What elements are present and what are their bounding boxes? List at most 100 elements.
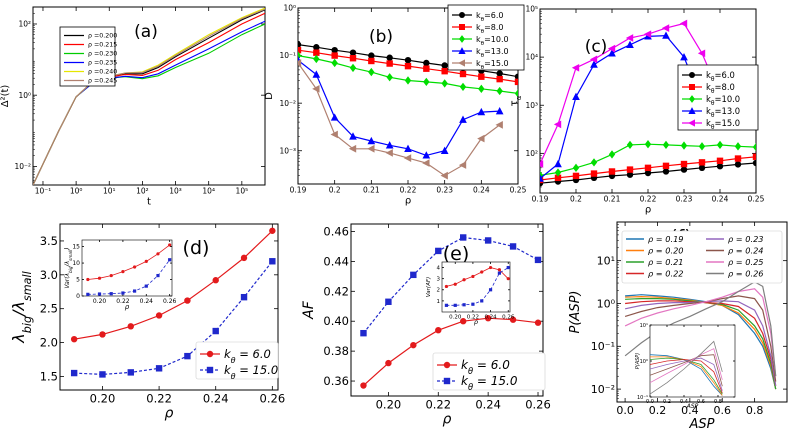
panel-b-xlabel: ρ <box>405 196 411 207</box>
panel-b-legend-marker <box>458 47 466 54</box>
panel-b-series-4-point <box>440 171 448 180</box>
panel-a-plot <box>33 7 265 185</box>
panel-f-inset-xtick-label: 0.0 <box>646 399 654 405</box>
panel-f-xtick-label: 0.4 <box>681 404 699 417</box>
panel-b-series-2-point <box>313 54 320 64</box>
panel-b-series-0-point <box>404 56 412 64</box>
panel-e-inset: 0.20 0.22 0.24 0.26 1 2 3 4 ρ Var(AF) <box>426 261 515 326</box>
panel-d-inset-series-1-point <box>86 292 90 296</box>
panel-d-inset-series-1-point <box>168 258 172 262</box>
panel-b-series-1-point <box>368 57 375 65</box>
panel-c-legend-entry: kθ=10.0 <box>706 94 740 107</box>
panel-c-series-4-point <box>553 120 562 129</box>
panel-b-series-4-point <box>422 159 430 167</box>
panel-c-series-0-point <box>734 161 742 168</box>
panel-e-inset-ytick-label: 2 <box>437 288 441 294</box>
panel-e-inset-series-1-point <box>471 302 475 306</box>
panel-a-xtick-label: 10² <box>136 187 149 196</box>
panel-c-legend-entry: kθ=15.0 <box>706 118 740 131</box>
panel-b-series-1-point <box>478 73 485 80</box>
panel-f-legend-entry: ρ = 0.19 <box>648 234 684 244</box>
panel-c-legend-entry: kθ=13.0 <box>706 106 740 119</box>
panel-f-inset-ytick-label: 10⁻¹ <box>637 395 648 401</box>
panel-e-series-0-point <box>385 359 392 367</box>
panel-b-xtick-label: 0.2 <box>329 186 341 195</box>
panel-a-legend-entry: ρ =0.235 <box>88 60 117 67</box>
panel-f-inset-xtick-label: 0.8 <box>714 399 722 405</box>
panel-d-series-0-point <box>127 323 134 330</box>
panel-b-series-4-point <box>367 144 375 153</box>
panel-b-series-1-point <box>459 70 467 78</box>
panel-d-ytick-label: 2.0 <box>40 336 58 350</box>
panel-b-series-4-point <box>348 144 357 153</box>
panel-e-inset-series-1-point <box>488 288 493 292</box>
panel-c-series-3-point <box>626 40 634 49</box>
panel-b-series-1-point <box>496 75 503 83</box>
panel-d-xtick-label: 0.26 <box>260 392 286 406</box>
panel-e-inset-series-1-point <box>506 265 510 270</box>
panel-e-series-0-point <box>460 318 467 325</box>
panel-b-legend-marker <box>459 24 465 30</box>
panel-d-series-0-point <box>99 331 106 338</box>
panel-c-xtick-label: 0.21 <box>604 195 621 204</box>
panel-b-legend-marker <box>458 59 465 67</box>
panel-b-series-3-point <box>404 144 412 152</box>
panel-b-series-2-point <box>441 79 448 88</box>
panel-c-series-4-point <box>661 24 670 32</box>
panel-e-inset-series-0-point <box>506 277 510 281</box>
panel-e-xlabel: ρ <box>443 412 452 428</box>
panel-e-label: (e) <box>443 243 470 265</box>
panel-d-inset-series-0-point <box>97 276 102 280</box>
panel-b-series-0-point <box>349 49 357 56</box>
panel-f-inset-xtick-label: 0.6 <box>697 399 705 405</box>
panel-d-inset-ytick-label: 15 <box>72 244 80 251</box>
panel-a-xtick-label: 10⁻¹ <box>35 187 52 196</box>
panel-e-inset-series-1-point <box>453 303 457 307</box>
panel-b-series-4-point <box>495 121 503 129</box>
panel-c-xtick-label: 0.25 <box>748 195 765 204</box>
panel-c-ylabel: τα <box>509 95 523 106</box>
panel-b-xtick-label: 0.23 <box>436 186 453 195</box>
panel-c-ytick-label: 10⁵ <box>525 5 538 14</box>
panel-b-xtick-label: 0.22 <box>400 186 417 195</box>
panel-d-legend-entry: kθ = 15.0 <box>224 363 278 381</box>
panel-f-xtick-label: 0.6 <box>713 404 731 417</box>
panel-c-series-1-point <box>752 153 756 160</box>
panel-f-ytick-label: 10¹ <box>597 255 615 268</box>
panel-e-xtick-label: 0.26 <box>525 398 551 412</box>
panel-c-series-2-point <box>608 150 616 159</box>
panel-e-plot <box>360 234 542 389</box>
panel-a-xtick-label: 10⁰ <box>70 187 83 196</box>
panel-d-inset-xtick-label: 0.22 <box>116 298 130 305</box>
panel-d-series-1-point <box>269 258 276 265</box>
panel-c-xtick-label: 0.19 <box>532 195 549 204</box>
panel-a-legend: ρ =0.200 ρ =0.215 ρ =0.230 ρ =0.235 ρ =0.240… <box>59 26 117 87</box>
panel-e-ytick-label: 0.40 <box>323 314 349 328</box>
panel-e-inset-ytick-label: 3 <box>437 277 441 283</box>
panel-f-inset-xtick-label: 0.2 <box>663 399 671 405</box>
panel-d-series-1-point <box>240 293 248 301</box>
panel-f-inset-series-7-line <box>650 340 723 395</box>
panel-b-series-2-point <box>423 77 430 87</box>
panel-b-legend-entry: kθ=8.0 <box>476 23 504 35</box>
panel-c-xtick-label: 0.2 <box>570 195 582 204</box>
panel-a-legend-entry: ρ =0.240 <box>88 69 117 76</box>
panel-c-series-2-point <box>698 142 706 151</box>
panel-c-series-3-point <box>608 49 616 57</box>
panel-b-legend-marker <box>459 12 465 18</box>
panel-c-label: (c) <box>585 37 608 57</box>
panel-d-inset-xtick-label: 0.24 <box>140 298 154 305</box>
panel-b-legend-entry: kθ=10.0 <box>476 35 509 47</box>
panel-e-inset-series-0-point <box>462 278 466 282</box>
panel-c-series-0-point <box>644 169 652 177</box>
panel-d-series-1-point <box>99 371 106 378</box>
panel-f-inset-ytick-label: 10¹ <box>640 323 648 329</box>
panel-a-series-5-line <box>33 8 265 185</box>
panel-e-legend-entry: kθ = 6.0 <box>461 358 510 376</box>
panel-e-series-0-point <box>534 319 542 326</box>
panel-b-series-0-point <box>496 70 503 77</box>
panel-b-series-1-point <box>514 78 518 86</box>
panel-c-series-0-point <box>698 164 706 172</box>
panel-d-inset-series-0-point <box>156 252 160 256</box>
panel-e-series-1-point <box>484 237 492 244</box>
